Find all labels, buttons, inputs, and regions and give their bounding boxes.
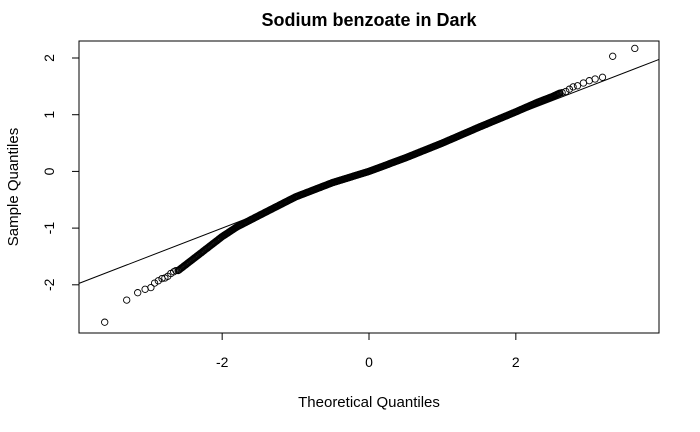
data-point (598, 73, 607, 81)
plot-frame (78, 40, 660, 334)
y-tick-label: 2 (41, 54, 57, 62)
data-point (134, 289, 142, 297)
data-point (579, 79, 588, 87)
data-point (123, 296, 131, 304)
data-point (562, 87, 570, 96)
x-tick-label: 2 (512, 354, 520, 370)
y-axis: -2 -1 0 1 2 (41, 54, 79, 291)
data-point (172, 266, 180, 275)
data-point (609, 52, 617, 60)
y-tick-label: 0 (41, 167, 57, 175)
y-tick-label: -2 (41, 278, 57, 291)
x-tick-label: -2 (216, 354, 229, 370)
data-points (101, 44, 639, 326)
y-tick-label: -1 (41, 222, 57, 235)
x-tick-label: 0 (365, 354, 373, 370)
y-axis-label: Sample Quantiles (5, 128, 22, 246)
data-point (101, 318, 109, 326)
data-point (631, 44, 639, 53)
x-axis-label: Theoretical Quantiles (298, 394, 440, 411)
data-point (154, 277, 162, 285)
data-point (573, 82, 582, 90)
data-point (147, 283, 155, 292)
x-axis: -2 0 2 (216, 333, 520, 370)
reference-line (78, 58, 660, 284)
data-point (558, 88, 566, 97)
data-point (569, 83, 577, 91)
data-point (565, 85, 574, 93)
data-point (150, 279, 159, 287)
data-point (591, 75, 599, 83)
chart-title: Sodium benzoate in Dark (261, 10, 477, 30)
y-tick-label: 1 (41, 111, 57, 119)
